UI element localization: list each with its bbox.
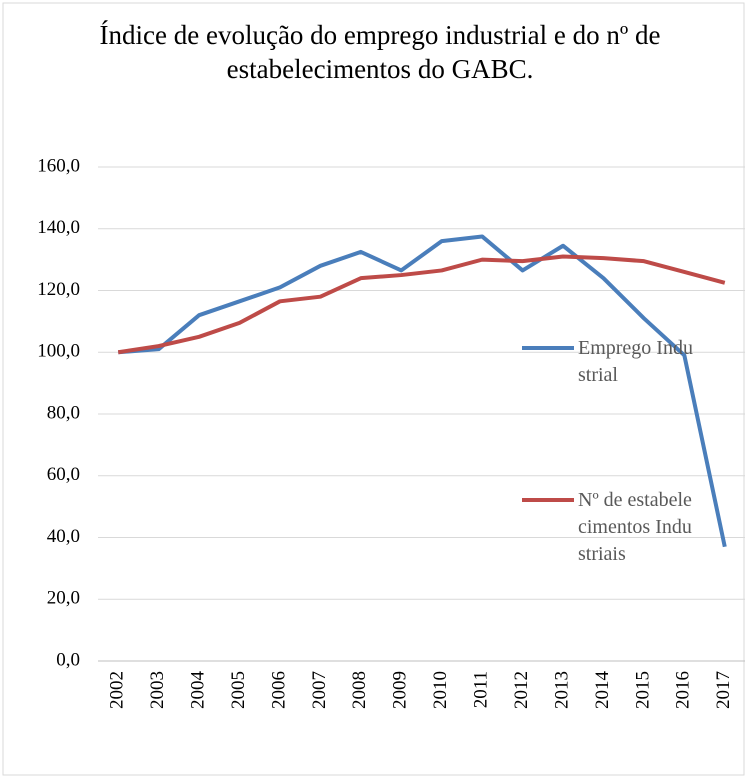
- x-tick-label: 2013: [551, 671, 572, 709]
- y-tick-label: 40,0: [47, 526, 80, 547]
- x-tick-label: 2010: [430, 671, 451, 709]
- legend-label: Emprego Industrial: [578, 337, 693, 386]
- x-tick-label: 2003: [147, 671, 168, 709]
- x-tick-label: 2002: [107, 671, 128, 709]
- y-tick-label: 0,0: [56, 649, 80, 670]
- x-tick-label: 2007: [309, 671, 330, 709]
- legend-label: Nº de estabelecimentos Industriais: [578, 489, 692, 565]
- y-tick-label: 140,0: [37, 217, 80, 238]
- x-tick-label: 2005: [228, 671, 249, 709]
- x-tick-label: 2004: [187, 671, 208, 710]
- y-tick-label: 100,0: [37, 341, 80, 362]
- x-tick-label: 2012: [511, 671, 532, 709]
- x-tick-label: 2016: [673, 671, 694, 709]
- x-tick-label: 2017: [713, 671, 734, 709]
- x-tick-label: 2014: [592, 671, 613, 710]
- y-tick-label: 120,0: [37, 279, 80, 300]
- x-tick-label: 2011: [471, 671, 492, 708]
- series-line: [118, 234, 727, 548]
- x-tick-label: 2008: [349, 671, 370, 709]
- x-tick-label: 2006: [268, 671, 289, 709]
- chart-title: Índice de evolução do emprego industrial…: [99, 20, 661, 84]
- y-tick-label: 20,0: [47, 588, 80, 609]
- y-tick-label: 60,0: [47, 464, 80, 485]
- series-line: [117, 254, 726, 355]
- y-tick-label: 80,0: [47, 402, 80, 423]
- x-tick-label: 2009: [390, 671, 411, 709]
- y-tick-label: 160,0: [37, 155, 80, 176]
- x-tick-label: 2015: [632, 671, 653, 709]
